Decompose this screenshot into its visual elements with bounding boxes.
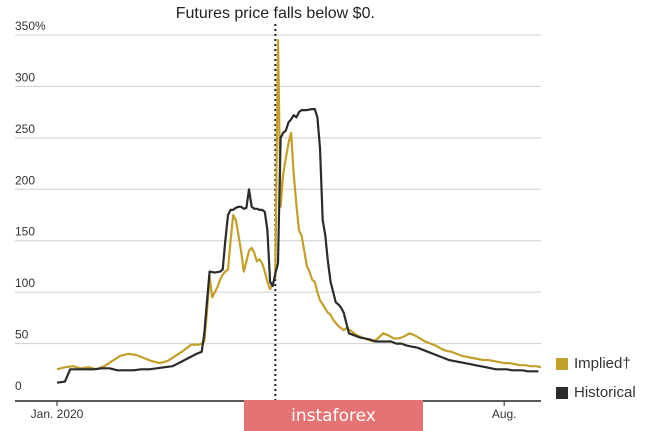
series-line-historical — [56, 108, 539, 384]
annotation-text: Futures price falls below $0. — [176, 5, 375, 22]
implied-swatch — [556, 357, 568, 370]
y-tick-label: 50 — [15, 328, 29, 342]
x-tick-label: Aug. — [492, 407, 517, 421]
legend-label-implied: Implied† — [574, 355, 631, 372]
series-line-implied — [56, 39, 542, 371]
annotation: Futures price falls below $0. — [176, 5, 375, 401]
x-tick-label: Jan. 2020 — [31, 407, 84, 421]
y-axis-tick-labels: 0 50 100 150 200 250 300 350% — [15, 19, 46, 393]
y-tick-label: 250 — [15, 122, 35, 136]
y-tick-label: 300 — [15, 70, 35, 84]
legend-item-implied: Implied† — [556, 349, 636, 378]
y-tick-label: 350% — [15, 19, 46, 33]
legend: Implied† Historical — [556, 349, 636, 407]
y-tick-label: 0 — [15, 379, 22, 393]
historical-swatch — [556, 386, 568, 399]
y-tick-label: 100 — [15, 276, 35, 290]
y-tick-label: 150 — [15, 225, 35, 239]
legend-label-historical: Historical — [574, 384, 636, 401]
series-lines — [56, 39, 542, 384]
legend-item-historical: Historical — [556, 378, 636, 407]
watermark: instaforex — [244, 400, 423, 431]
y-tick-label: 200 — [15, 173, 35, 187]
